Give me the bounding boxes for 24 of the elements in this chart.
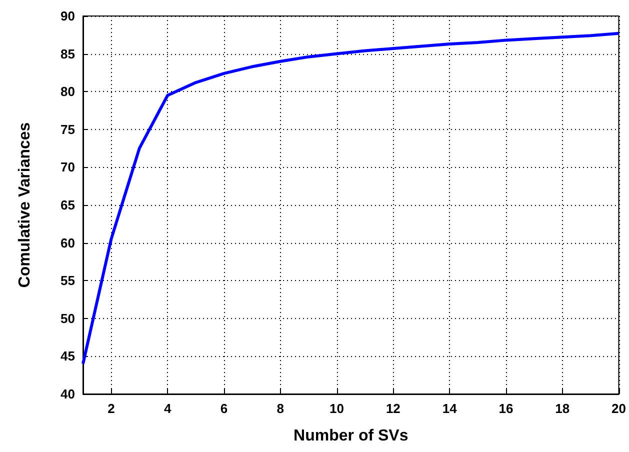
x-tick-label: 2: [108, 401, 115, 416]
y-tick-label: 85: [60, 46, 75, 62]
x-tick-label: 12: [386, 401, 400, 416]
line-series: [82, 32, 620, 366]
y-tick-label: 60: [60, 235, 75, 250]
y-tick-label: 55: [60, 273, 75, 288]
y-tick-label: 40: [60, 386, 75, 402]
y-tick-label: 65: [60, 198, 75, 212]
y-tick-label: 75: [60, 122, 75, 137]
x-tick-label: 18: [555, 401, 570, 416]
x-tick-label: 20: [612, 401, 626, 416]
x-tick-label: 10: [330, 401, 344, 416]
x-tick-label: 14: [442, 401, 458, 416]
y-tick-label: 45: [60, 348, 75, 364]
y-tick-label: 80: [60, 84, 75, 100]
x-tick-label: 6: [220, 401, 228, 416]
x-tick-label: 8: [276, 401, 284, 416]
x-tick-label: 4: [164, 401, 172, 416]
y-tick-label: 70: [60, 160, 75, 175]
y-axis-title: Comulative Variances: [16, 122, 34, 288]
y-tick-label: 50: [60, 310, 75, 326]
x-tick-label: 16: [498, 401, 514, 416]
x-axis-title: Number of SVs: [294, 428, 408, 444]
y-tick-label: 90: [60, 8, 75, 24]
